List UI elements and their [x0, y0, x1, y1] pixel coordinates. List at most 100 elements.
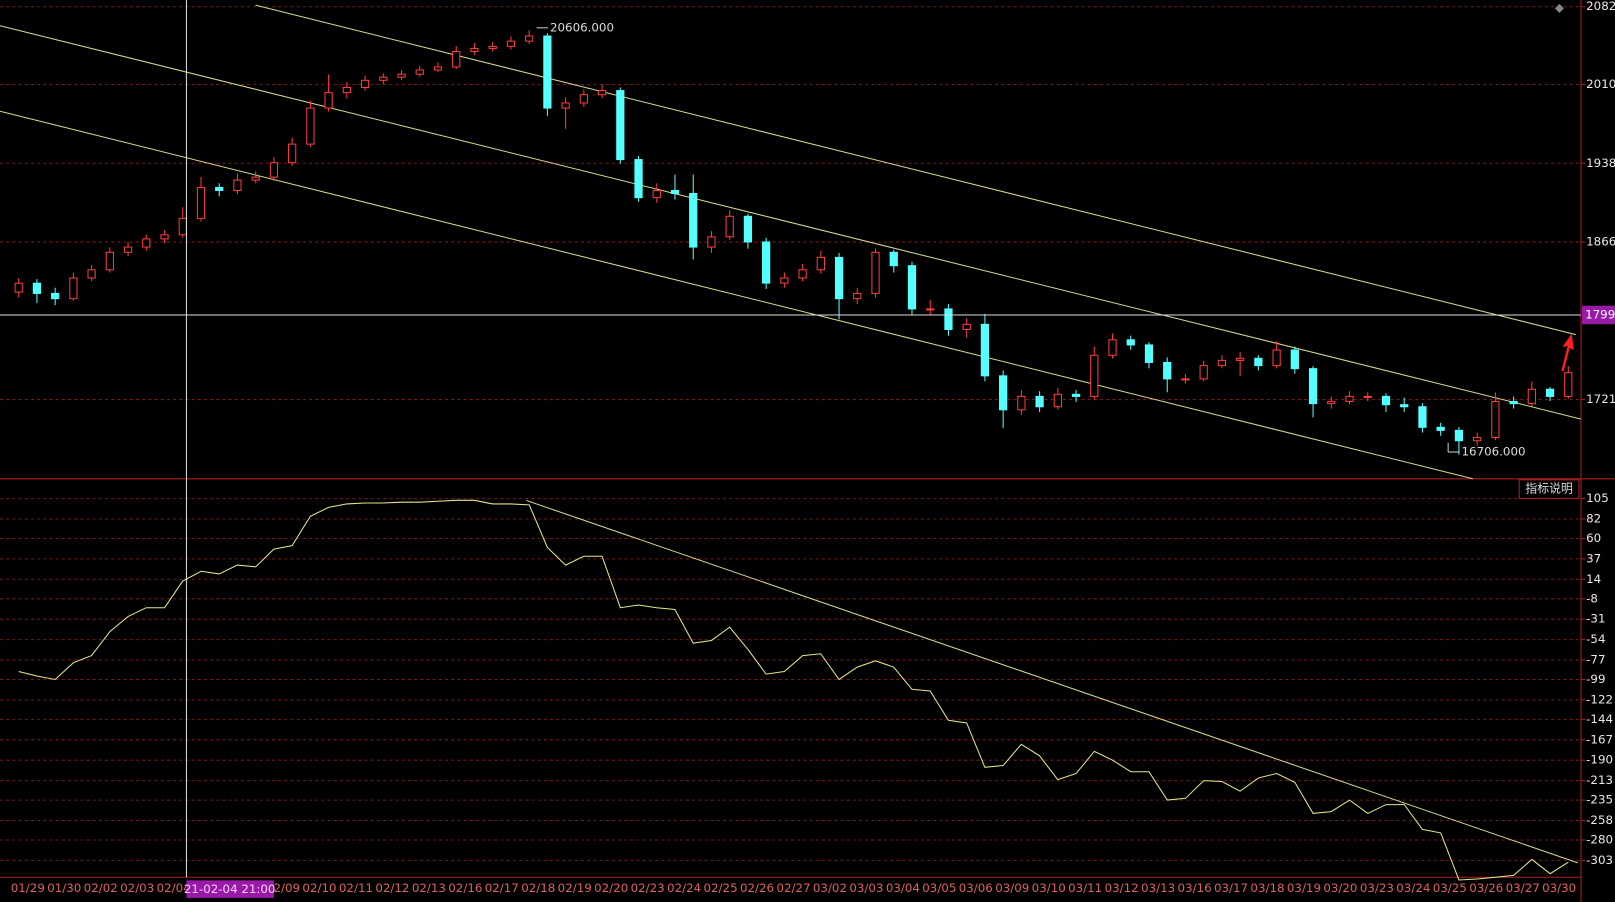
candle-body: [1527, 388, 1536, 405]
candle-body: [1418, 406, 1427, 428]
candle-body: [306, 107, 315, 145]
x-tick-label: 03/10: [1032, 881, 1066, 895]
y-tick-label: 19384: [1586, 156, 1615, 170]
y-tick-label: 14: [1586, 572, 1601, 586]
x-tick-label: 03/05: [922, 881, 956, 895]
candle-body: [288, 143, 297, 164]
x-tick-label: 03/26: [1469, 881, 1503, 895]
y-tick-label: 20822: [1586, 0, 1615, 13]
candle-body: [999, 375, 1008, 411]
x-tick-label: 02/26: [740, 881, 774, 895]
crosshair-time-label: 21-02-04 21:00: [184, 882, 276, 896]
candle-body: [360, 79, 370, 89]
x-tick-label: 03/04: [886, 881, 920, 895]
candle-body: [1035, 395, 1044, 408]
x-tick-label: 02/09: [266, 881, 300, 895]
candle-body: [634, 159, 643, 199]
x-tick-label: 02/16: [448, 881, 482, 895]
indicator-button-label[interactable]: 指标说明: [1525, 482, 1572, 496]
y-tick-label: 105: [1586, 491, 1609, 505]
y-tick-label: 60: [1586, 531, 1601, 545]
annotation: 16706.000: [1462, 445, 1526, 459]
candle-body: [196, 186, 206, 219]
y-tick-label: -77: [1586, 652, 1605, 666]
candle-body: [707, 236, 716, 248]
crosshair-price-label: 17990: [1585, 307, 1615, 321]
x-tick-label: 01/30: [47, 881, 81, 895]
x-tick-label: 02/13: [412, 881, 446, 895]
candle-body: [14, 282, 23, 293]
x-tick-label: 03/19: [1287, 881, 1321, 895]
candle-body: [944, 308, 953, 330]
trend-line: [0, 25, 1582, 420]
y-tick-label: -213: [1586, 773, 1613, 787]
x-tick-label: 03/30: [1542, 881, 1576, 895]
indicator-line: [18, 499, 1569, 881]
candle-body: [105, 251, 114, 271]
candle-body: [980, 323, 990, 377]
x-tick-label: 03/25: [1433, 881, 1467, 895]
y-tick-label: 20108: [1586, 77, 1615, 91]
candle-body: [1564, 372, 1573, 397]
candle-body: [269, 162, 279, 178]
candle-body: [1071, 393, 1081, 397]
x-tick-label: 01/29: [11, 881, 45, 895]
candle-body: [415, 69, 424, 75]
x-tick-label: 03/18: [1250, 881, 1284, 895]
candle-body: [142, 238, 151, 248]
candle-body: [1491, 401, 1500, 439]
trend-line: [526, 499, 1579, 864]
candle-body: [233, 179, 242, 191]
candle-body: [1163, 361, 1172, 380]
candle-body: [907, 265, 917, 310]
candle-body: [178, 217, 187, 236]
candle-body: [488, 45, 497, 49]
candle-body: [215, 186, 224, 191]
y-tick-label: -54: [1586, 632, 1605, 646]
candle-body: [324, 92, 333, 109]
candle-body: [32, 282, 42, 294]
y-tick-label: 82: [1586, 511, 1601, 525]
candle-body: [1144, 344, 1154, 363]
candle-body: [1217, 359, 1227, 367]
candle-body: [743, 215, 753, 243]
candle-body: [69, 277, 78, 300]
candle-body: [926, 308, 935, 311]
y-tick-label: -258: [1586, 813, 1613, 827]
candle-body: [506, 40, 516, 47]
candle-body: [470, 47, 479, 52]
candle-body: [1473, 437, 1482, 442]
candle-body: [51, 292, 60, 300]
candle-body: [962, 323, 971, 330]
x-tick-label: 02/11: [339, 881, 373, 895]
candle-body: [1236, 357, 1245, 361]
candle-body: [889, 251, 898, 267]
trend-line: [255, 4, 1576, 336]
candle-body: [397, 73, 406, 78]
trend-line: [0, 110, 1473, 480]
candle-body: [1345, 395, 1354, 403]
candle-body: [452, 50, 461, 68]
candle-body: [1327, 401, 1336, 405]
x-tick-label: 02/19: [558, 881, 592, 895]
candle-body: [1108, 339, 1117, 356]
x-tick-label: 03/23: [1360, 881, 1394, 895]
x-tick-label: 03/06: [959, 881, 993, 895]
x-tick-label: 02/25: [704, 881, 738, 895]
indicator-button[interactable]: [1518, 479, 1580, 499]
candle-body: [433, 66, 443, 71]
candle-body: [871, 251, 880, 294]
candle-body: [1436, 426, 1445, 431]
x-tick-label: 03/16: [1178, 881, 1212, 895]
candle-body: [816, 256, 825, 271]
candle-body: [1053, 393, 1062, 408]
candle-body: [1509, 401, 1518, 405]
x-tick-label: 02/17: [485, 881, 519, 895]
x-tick-label: 03/09: [995, 881, 1029, 895]
x-tick-label: 02/24: [667, 881, 701, 895]
candle-body: [1017, 395, 1026, 411]
x-tick-label: 02/10: [302, 881, 336, 895]
